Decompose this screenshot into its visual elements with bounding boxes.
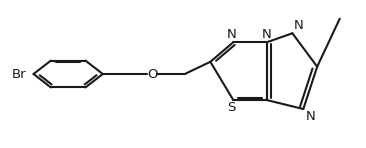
Text: N: N bbox=[294, 19, 304, 32]
Text: O: O bbox=[147, 67, 157, 81]
Text: N: N bbox=[262, 28, 272, 41]
Text: S: S bbox=[227, 101, 236, 114]
Text: N: N bbox=[306, 110, 316, 123]
Text: N: N bbox=[227, 28, 236, 41]
Text: Br: Br bbox=[12, 67, 26, 81]
